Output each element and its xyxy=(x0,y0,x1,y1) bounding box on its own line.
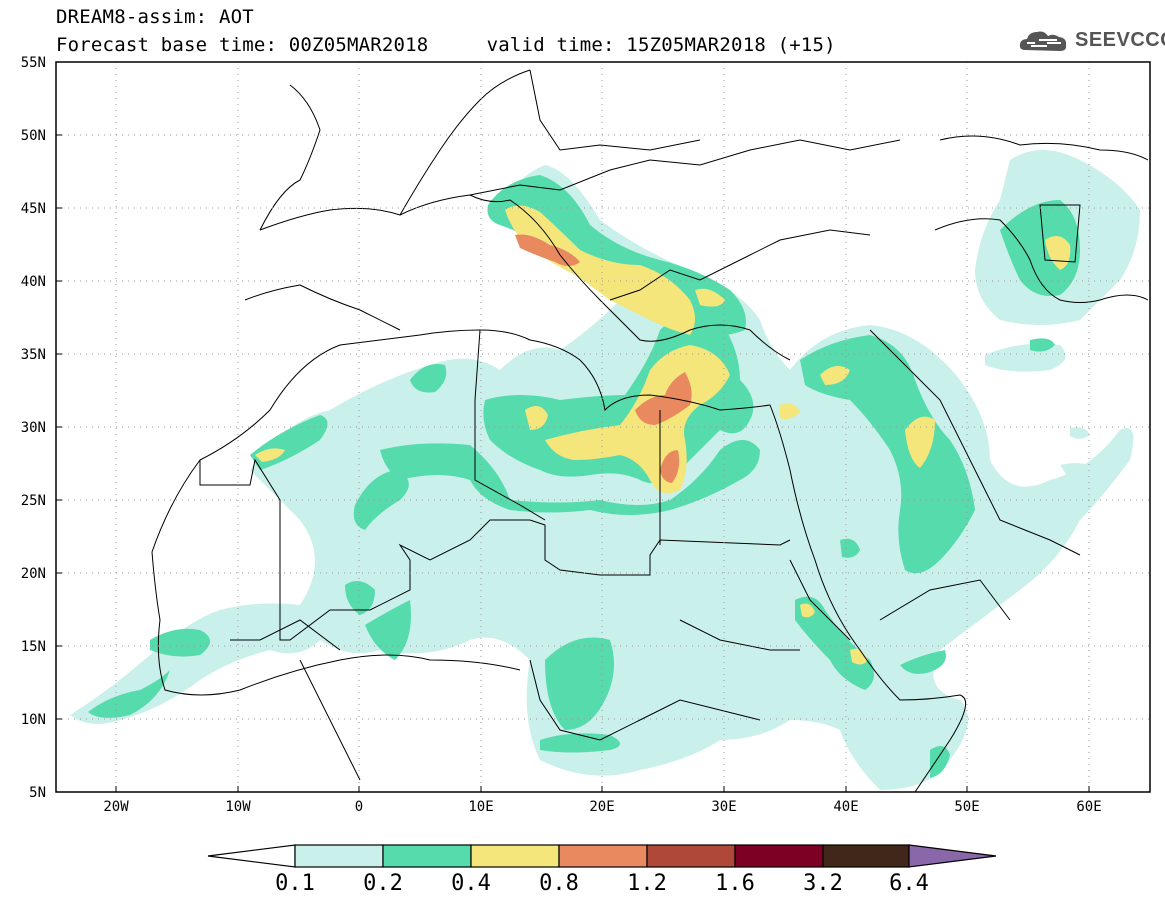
lat-label: 50N xyxy=(21,128,46,144)
colorbar-bin xyxy=(646,844,736,868)
colorbar-bin xyxy=(734,844,824,868)
lat-label: 35N xyxy=(21,347,46,363)
colorbar xyxy=(207,844,997,868)
colorbar-bin xyxy=(470,844,560,868)
colorbar-label: 1.6 xyxy=(715,871,755,896)
lon-label: 20W xyxy=(103,799,129,815)
lat-label: 20N xyxy=(21,566,46,582)
lon-label: 60E xyxy=(1076,799,1101,815)
lat-label: 15N xyxy=(21,639,46,655)
longitude-labels: 20W 10W 0 10E 20E 30E 40E 50E 60E xyxy=(103,799,1101,815)
colorbar-bin xyxy=(558,844,648,868)
colorbar-bin xyxy=(822,844,910,868)
title-product: DREAM8-assim: AOT xyxy=(56,6,254,28)
lat-label: 30N xyxy=(21,420,46,436)
colorbar-bin xyxy=(294,844,384,868)
country-borders xyxy=(151,69,1149,793)
lon-label: 20E xyxy=(589,799,614,815)
colorbar-label: 1.2 xyxy=(627,871,667,896)
colorbar-bin xyxy=(382,844,472,868)
lon-label: 40E xyxy=(833,799,858,815)
colorbar-label: 6.4 xyxy=(889,871,929,896)
colorbar-label: 0.2 xyxy=(363,871,403,896)
lat-label: 10N xyxy=(21,712,46,728)
title-times: Forecast base time: 00Z05MAR2018 valid t… xyxy=(56,34,836,56)
lon-label: 30E xyxy=(711,799,736,815)
lon-label: 50E xyxy=(954,799,979,815)
aot-shading xyxy=(70,150,1140,790)
axis-ticks xyxy=(56,134,1090,792)
lat-label: 55N xyxy=(21,55,46,71)
lat-label: 25N xyxy=(21,493,46,509)
lon-label: 0 xyxy=(355,799,363,815)
colorbar-upper-arrow xyxy=(908,844,997,868)
latitude-labels: 55N 50N 45N 40N 35N 30N 25N 20N 15N 10N … xyxy=(21,55,46,801)
colorbar-label: 0.4 xyxy=(451,871,491,896)
cloud-icon xyxy=(1019,31,1067,51)
gridlines xyxy=(56,62,1150,792)
lat-label: 40N xyxy=(21,274,46,290)
seevccc-logo: SEEVCCC xyxy=(1017,26,1165,56)
colorbar-lower-arrow xyxy=(207,844,296,868)
colorbar-label: 0.8 xyxy=(539,871,579,896)
colorbar-labels: 0.1 0.2 0.4 0.8 1.2 1.6 3.2 6.4 xyxy=(275,871,929,896)
lat-label: 5N xyxy=(29,785,46,801)
lon-label: 10W xyxy=(225,799,251,815)
logo-text: SEEVCCC xyxy=(1075,29,1165,51)
colorbar-label: 0.1 xyxy=(275,871,315,896)
lat-label: 45N xyxy=(21,201,46,217)
lon-label: 10E xyxy=(468,799,493,815)
colorbar-label: 3.2 xyxy=(803,871,843,896)
